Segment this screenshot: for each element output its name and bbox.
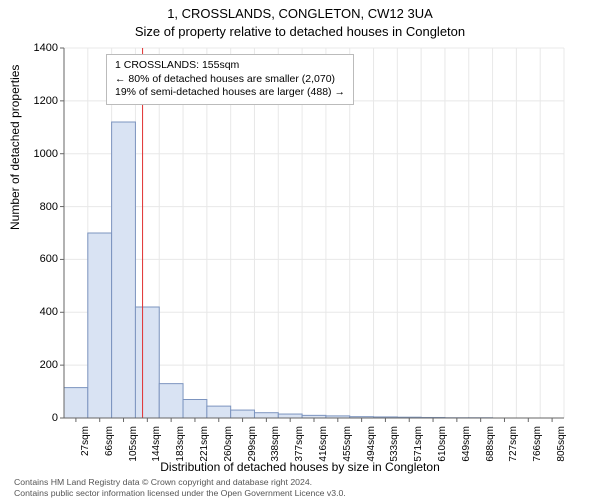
- annotation-line-3: 19% of semi-detached houses are larger (…: [115, 86, 345, 100]
- y-tick-label: 1000: [18, 148, 58, 160]
- y-tick-label: 800: [18, 201, 58, 213]
- y-tick-label: 200: [18, 359, 58, 371]
- y-tick-label: 400: [18, 306, 58, 318]
- histogram-bar: [88, 233, 112, 418]
- plot-area: 1 CROSSLANDS: 155sqm ← 80% of detached h…: [64, 48, 564, 418]
- y-tick-label: 600: [18, 253, 58, 265]
- histogram-bar: [278, 414, 302, 418]
- y-tick-label: 1400: [18, 42, 58, 54]
- histogram-bar: [159, 384, 183, 418]
- histogram-bar: [207, 406, 231, 418]
- histogram-bar: [112, 122, 136, 418]
- histogram-bar: [254, 413, 278, 418]
- histogram-bar: [183, 400, 207, 419]
- footer-attribution: Contains HM Land Registry data © Crown c…: [14, 477, 346, 498]
- x-axis-label: Distribution of detached houses by size …: [0, 460, 600, 474]
- annotation-line-2: ← 80% of detached houses are smaller (2,…: [115, 73, 345, 87]
- annotation-box: 1 CROSSLANDS: 155sqm ← 80% of detached h…: [106, 54, 354, 105]
- chart-title: 1, CROSSLANDS, CONGLETON, CW12 3UA: [0, 6, 600, 21]
- histogram-bar: [64, 388, 88, 418]
- chart-container: { "header": { "address": "1, CROSSLANDS,…: [0, 0, 600, 500]
- annotation-line-1: 1 CROSSLANDS: 155sqm: [115, 59, 345, 73]
- histogram-bar: [231, 410, 255, 418]
- chart-subtitle: Size of property relative to detached ho…: [0, 24, 600, 39]
- y-tick-label: 1200: [18, 95, 58, 107]
- histogram-bar: [135, 307, 159, 418]
- y-tick-label: 0: [18, 412, 58, 424]
- footer-line-1: Contains HM Land Registry data © Crown c…: [14, 477, 346, 487]
- footer-line-2: Contains public sector information licen…: [14, 488, 346, 498]
